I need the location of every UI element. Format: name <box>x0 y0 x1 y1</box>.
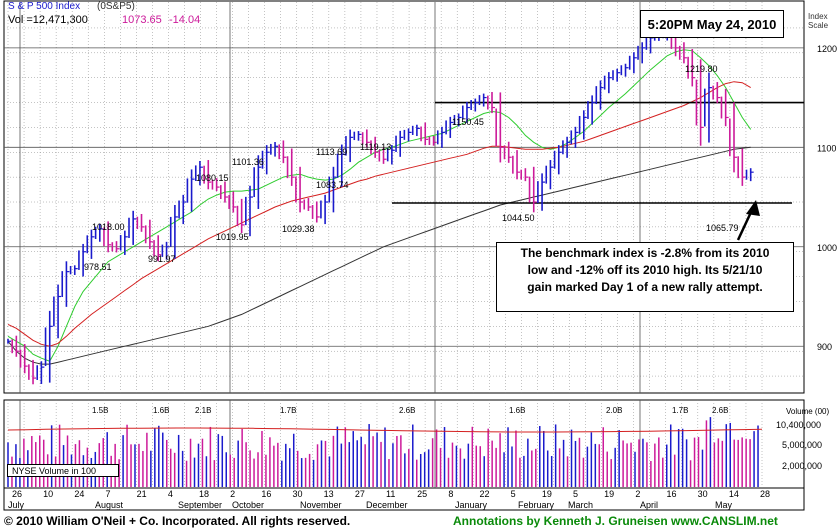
month-label: October <box>232 500 264 510</box>
copyright: © 2010 William O'Neil + Co. Incorporated… <box>4 514 351 528</box>
price-change: -14.04 <box>169 14 201 26</box>
date-tick-label: 11 <box>386 489 395 499</box>
volume-average-line <box>7 427 763 433</box>
price-axis-tick: 1100 <box>817 143 836 153</box>
index-name: S & P 500 Index <box>8 1 81 12</box>
date-tick-label: 7 <box>106 489 111 499</box>
volume-peak-label: 1.5B <box>92 406 108 415</box>
month-label: March <box>568 500 593 510</box>
arrow-head <box>746 200 760 216</box>
month-label: September <box>178 500 222 510</box>
price-extreme-label: 978.51 <box>84 262 112 272</box>
annotation-line-1: The benchmark index is -2.8% from its 20… <box>520 246 770 260</box>
volume-axis-title: Volume (00) <box>786 407 830 416</box>
date-tick-label: 24 <box>74 489 84 499</box>
symbol: (0S&P5) <box>97 1 135 12</box>
footer-annotations: Annotations by Kenneth J. Gruneisen www.… <box>453 514 778 528</box>
price-extreme-label: 1029.38 <box>282 224 315 234</box>
date-tick-label: 26 <box>12 489 22 499</box>
scale-label-1: Index <box>808 12 828 21</box>
volume-tick-2: 5,000,000 <box>782 440 823 450</box>
annotations-credit: Annotations by Kenneth J. Gruneisen <box>453 514 668 528</box>
month-label: April <box>640 500 658 510</box>
price-extreme-label: 991.97 <box>148 254 176 264</box>
price-axis-tick: 900 <box>817 342 832 352</box>
volume-peak-label: 1.7B <box>672 406 688 415</box>
month-label: December <box>366 500 408 510</box>
volume-peak-label: 1.6B <box>153 406 169 415</box>
volume-peak-label: 2.6B <box>399 406 415 415</box>
volume-peak-label: 1.7B <box>280 406 296 415</box>
price-labels: 1018.00 978.51 991.97 1080.15 1019.95 1101.36… <box>84 64 739 272</box>
scale-label-2: Scale <box>808 21 829 30</box>
date-tick-label: 2 <box>635 489 640 499</box>
date-tick-label: 8 <box>448 489 453 499</box>
date-tick-label: 13 <box>324 489 334 499</box>
volume-peak-label: 2.1B <box>195 406 211 415</box>
price-extreme-label: 1150.45 <box>452 117 484 127</box>
date-tick-label: 30 <box>698 489 708 499</box>
price-extreme-label: 1044.50 <box>502 213 535 223</box>
price-panel-frame <box>3 0 805 394</box>
volume-bars: 1.5B 1.6B 2.1B 1.7B 2.6B 1.6B 2.0B 1.7B 2.6B <box>7 406 763 487</box>
date-tick-label: 5 <box>573 489 578 499</box>
annotation-line-3: gain marked Day 1 of a new rally attempt… <box>527 280 763 294</box>
month-label: July <box>8 500 25 510</box>
price-extreme-label: 1083.74 <box>316 180 349 190</box>
month-label: November <box>300 500 342 510</box>
volume-peak-label: 2.6B <box>712 406 728 415</box>
month-label: January <box>455 500 488 510</box>
annotation-box: The benchmark index is -2.8% from its 20… <box>496 242 794 312</box>
annotation-line-2: low and -12% off its 2010 high. Its 5/21… <box>527 263 763 277</box>
volume-tick-3: 2,000,000 <box>782 461 823 471</box>
price-extreme-label: 1219.80 <box>685 64 718 74</box>
date-tick-label: 19 <box>604 489 614 499</box>
date-tick-label: 16 <box>261 489 271 499</box>
month-label: May <box>715 500 733 510</box>
price-extreme-label: 1019.95 <box>216 232 249 242</box>
volume-panel-label: NYSE Volume in 100 <box>7 464 119 477</box>
price-bars <box>7 20 754 385</box>
price-axis-tick: 1200 <box>817 44 837 54</box>
timestamp-box: 5:20PM May 24, 2010 <box>640 10 784 38</box>
date-tick-label: 22 <box>480 489 490 499</box>
date-tick-label: 14 <box>729 489 739 499</box>
date-tick-label: 18 <box>199 489 209 499</box>
date-tick-label: 2 <box>230 489 235 499</box>
price-extreme-label: 1065.79 <box>706 223 739 233</box>
price-extreme-label: 1018.00 <box>92 222 125 232</box>
date-axis-frame <box>3 487 805 511</box>
price-extreme-label: 1113.69 <box>316 147 347 157</box>
volume-peak-label: 1.6B <box>509 406 525 415</box>
date-tick-label: 21 <box>137 489 147 499</box>
moving-averages <box>7 49 804 365</box>
date-tick-label: 19 <box>542 489 552 499</box>
date-tick-label: 5 <box>511 489 516 499</box>
date-tick-label: 30 <box>293 489 303 499</box>
date-tick-label: 10 <box>43 489 53 499</box>
date-tick-label: 28 <box>760 489 770 499</box>
volume-label: Vol =12,471,300 <box>8 14 88 26</box>
month-label: February <box>518 500 555 510</box>
arrow-shaft <box>736 209 754 241</box>
ma-200-line <box>7 81 751 347</box>
last-price: 1073.65 <box>122 14 162 26</box>
ma-long-line <box>7 146 751 365</box>
volume-tick-1: 10,400,000 <box>776 420 822 430</box>
date-tick-label: 4 <box>168 489 173 499</box>
date-tick-label: 25 <box>417 489 427 499</box>
price-extreme-label: 1101.36 <box>232 157 264 167</box>
date-tick-label: 16 <box>667 489 677 499</box>
volume-peak-label: 2.0B <box>606 406 622 415</box>
site-link[interactable]: www.CANSLIM.net <box>671 514 778 528</box>
price-extreme-label: 1119.13 <box>360 142 391 152</box>
date-tick-label: 27 <box>355 489 365 499</box>
price-axis-tick: 1000 <box>817 243 837 253</box>
month-label: August <box>95 500 124 510</box>
price-extreme-label: 1080.15 <box>196 173 229 183</box>
